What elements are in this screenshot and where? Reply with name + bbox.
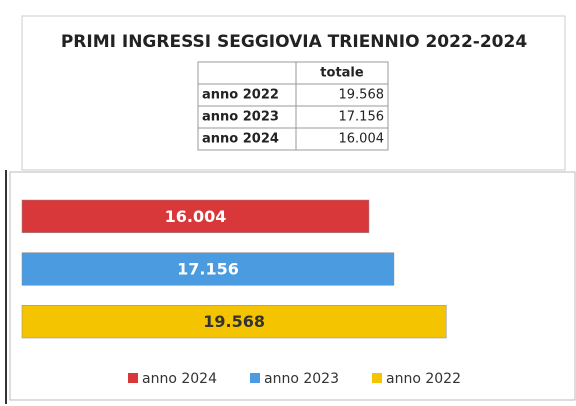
legend-swatch [250,373,260,383]
legend-label: anno 2023 [264,371,339,387]
table-row-label: anno 2023 [202,110,279,125]
bar [21,199,370,233]
legend-swatch [372,373,382,383]
legend-label: anno 2022 [386,371,461,387]
legend-swatch [128,373,138,383]
table-cell: 19.568 [339,88,385,103]
bar [21,305,447,339]
table-cell: 17.156 [339,110,385,125]
value-label: 19.568 [203,312,265,331]
table-cell: 16.004 [339,132,385,147]
chart: 16.004 17.156 19.568 anno 2024 anno 2023 anno… [21,199,461,387]
table: totale anno 2022 19.568 anno 2023 17.156 anno… [197,61,389,151]
title-box [21,15,566,171]
title: PRIMI INGRESSI SEGGIOVIA TRIENNIO 2022-2… [61,32,527,52]
value-label: 16.004 [165,207,227,226]
table-row-label: anno 2022 [202,88,279,103]
value-label: 17.156 [177,260,239,279]
table-header: totale [320,66,364,81]
legend-label: anno 2024 [142,371,217,387]
bar [21,252,395,286]
table-row-label: anno 2024 [202,132,279,147]
